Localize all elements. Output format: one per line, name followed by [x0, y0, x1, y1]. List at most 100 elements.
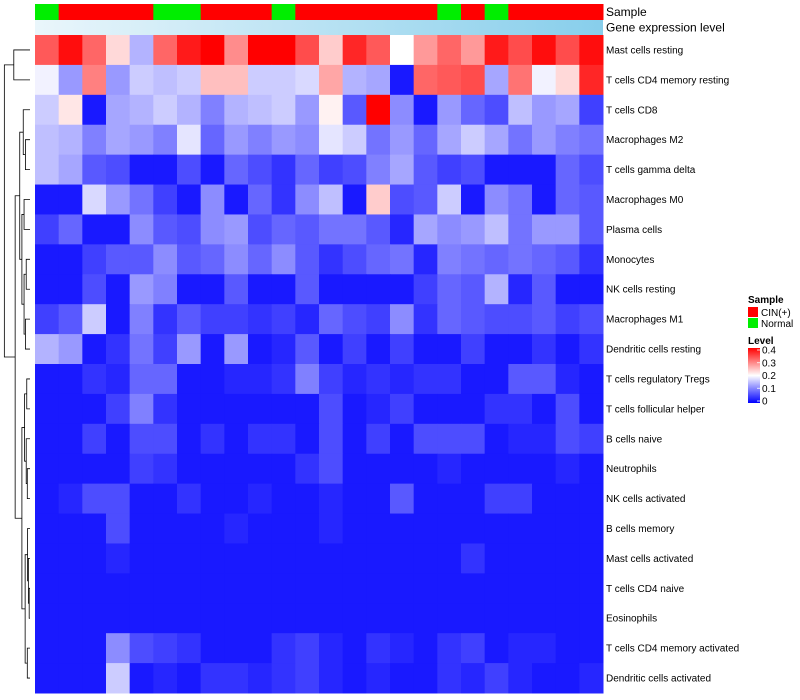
heatmap-cell [106, 573, 131, 604]
heatmap-cell [82, 423, 107, 455]
heatmap-cell [82, 64, 107, 96]
heatmap-cell [295, 663, 320, 694]
heatmap-cell [342, 364, 367, 395]
heatmap-cell [555, 453, 580, 485]
heatmap-cell [129, 393, 154, 425]
row-label: Plasma cells [606, 225, 662, 236]
heatmap-cell [579, 423, 604, 455]
heatmap-cell [58, 244, 83, 275]
heatmap-cell [271, 184, 296, 215]
heatmap-cell [390, 423, 415, 455]
heatmap-cell [177, 453, 202, 485]
sample-track-cell [82, 4, 107, 20]
heatmap-cell [35, 573, 60, 604]
heatmap-cell [200, 334, 225, 365]
heatmap-cell [153, 543, 178, 574]
heatmap-cell [177, 184, 202, 215]
heatmap-cell [508, 364, 533, 395]
heatmap-cell [342, 513, 367, 544]
sample-track-cell [129, 4, 154, 20]
sample-track-cell [58, 4, 83, 20]
heatmap-cell [390, 543, 415, 574]
heatmap-cell [200, 94, 225, 126]
sample-track-cell [224, 4, 249, 20]
heatmap-cell [437, 364, 462, 395]
row-label: Eosinophils [606, 614, 657, 625]
heatmap-cell [224, 124, 249, 156]
legend-sample-title: Sample [748, 295, 784, 306]
row-label: NK cells resting [606, 285, 675, 296]
heatmap-cell [319, 124, 344, 156]
heatmap-cell [366, 244, 391, 275]
heatmap-cell [579, 633, 604, 664]
heatmap-cell [437, 35, 462, 66]
heatmap-cell [532, 334, 557, 365]
heatmap-cell [106, 154, 131, 186]
heatmap-cell [248, 244, 273, 275]
heatmap-cell [248, 214, 273, 245]
heatmap-cell [390, 154, 415, 186]
heatmap-cell [484, 64, 509, 96]
heatmap-cell [35, 35, 60, 66]
heatmap-cell [413, 184, 438, 215]
heatmap-cell [271, 94, 296, 126]
row-label: Monocytes [606, 255, 654, 266]
heatmap-cell [82, 663, 107, 694]
heatmap-cell [58, 94, 83, 126]
heatmap-cell [35, 274, 60, 305]
heatmap-cell [579, 364, 604, 395]
heatmap-cell [271, 244, 296, 275]
heatmap-cell [390, 184, 415, 215]
heatmap-cell [342, 633, 367, 664]
heatmap-cell [248, 364, 273, 395]
heatmap-cell [153, 483, 178, 515]
heatmap-cell [508, 184, 533, 215]
heatmap-cell [532, 364, 557, 395]
heatmap-cell [271, 274, 296, 305]
heatmap-cell [461, 393, 486, 425]
heatmap-cell [153, 573, 178, 604]
expression-level-track [35, 20, 603, 35]
dendrogram-branch [13, 49, 30, 81]
heatmap-cell [295, 244, 320, 275]
heatmap-cell [413, 64, 438, 96]
heatmap-cell [200, 483, 225, 515]
heatmap-cell [35, 513, 60, 544]
heatmap-cell [461, 603, 486, 634]
heatmap-cell [82, 214, 107, 245]
heatmap-cell [248, 184, 273, 215]
heatmap-cell [532, 35, 557, 66]
dendrogram-branch [26, 647, 30, 679]
heatmap-cell [177, 393, 202, 425]
heatmap-cell [461, 423, 486, 455]
heatmap-cell [82, 603, 107, 634]
heatmap-cell [82, 483, 107, 515]
heatmap-cell [82, 124, 107, 156]
heatmap-cell [200, 184, 225, 215]
heatmap-cell [248, 64, 273, 96]
heatmap-cell [437, 94, 462, 126]
heatmap-cell [200, 214, 225, 245]
heatmap-cell [224, 334, 249, 365]
heatmap-cell [153, 304, 178, 335]
heatmap-cell [177, 573, 202, 604]
heatmap-cell [248, 124, 273, 156]
heatmap-cell [177, 334, 202, 365]
heatmap-cell [248, 663, 273, 694]
heatmap-cell [532, 214, 557, 245]
heatmap-cell [153, 94, 178, 126]
heatmap-cell [413, 483, 438, 515]
heatmap-cell [555, 573, 580, 604]
heatmap-cell [153, 214, 178, 245]
heatmap-cell [35, 64, 60, 96]
heatmap-cell [129, 423, 154, 455]
heatmap-cell [461, 214, 486, 245]
heatmap-cell [390, 35, 415, 66]
heatmap-cell [271, 124, 296, 156]
dendrogram-branch [26, 378, 30, 410]
heatmap-cell [484, 244, 509, 275]
heatmap-cell [579, 274, 604, 305]
heatmap-cell [200, 423, 225, 455]
heatmap-cell [200, 124, 225, 156]
heatmap-cell [555, 304, 580, 335]
